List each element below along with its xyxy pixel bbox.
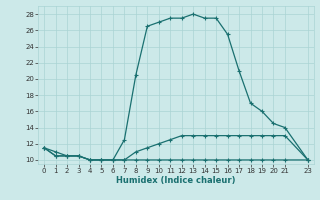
X-axis label: Humidex (Indice chaleur): Humidex (Indice chaleur)	[116, 176, 236, 185]
